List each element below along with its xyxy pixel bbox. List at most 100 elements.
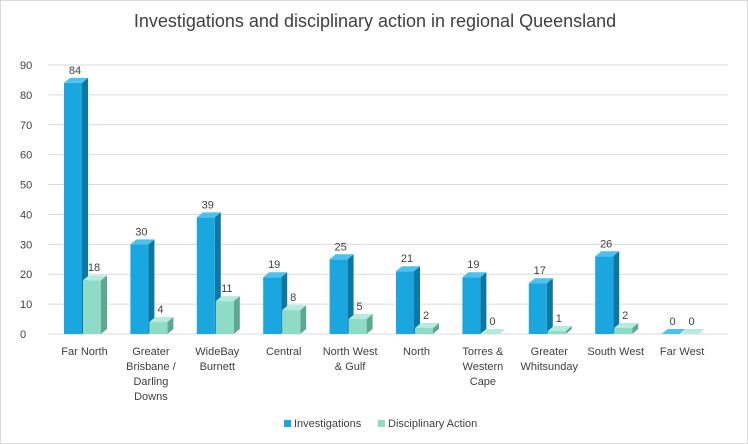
y-tick-label: 90 [20,60,32,72]
bar-top-face [329,254,354,260]
disciplinary-action-bar [415,323,439,334]
category-label-line: Burnett [200,361,235,373]
y-tick-label: 70 [20,120,32,132]
bar-side-face [101,275,107,334]
data-label: 19 [268,259,280,271]
legend-swatch-investigations [284,420,291,427]
bar-front-face [547,331,566,334]
bars [64,77,705,334]
bar-front-face [614,328,633,334]
category-label-line: Brisbane / [126,361,176,373]
y-tick-label: 20 [20,269,32,281]
bar-side-face [433,323,439,334]
bar-side-face [300,305,307,334]
bar-front-face [149,322,168,334]
investigations-bar [462,272,487,334]
category-labels: Far North Greater Brisbane / Darling Downs Wi… [61,346,704,403]
bar-front-face [196,217,215,334]
data-label: 2 [423,310,429,322]
disciplinary-action-bar [680,329,705,334]
y-tick-label: 60 [20,150,32,162]
category-label-line: South West [587,346,644,358]
bar-top-face [481,329,506,334]
disciplinary-action-bar [614,323,639,334]
data-label: 1 [556,313,562,325]
bar-top-face [614,323,639,329]
data-label: 0 [670,316,676,328]
bar-side-face [480,272,487,334]
bar-side-face [148,239,155,334]
bar-front-face [462,277,481,334]
bar-front-face [329,259,348,334]
category-label-line: Western [463,361,504,373]
bar-top-face [263,272,288,278]
chart-title: Investigations and disciplinary action i… [133,11,617,31]
category-label: Far North [61,346,107,358]
category-label: WideBay Burnett [195,346,240,373]
y-tick-label: 80 [20,90,32,102]
investigations-bar [329,254,354,334]
category-label-line: North [403,346,430,358]
data-label: 84 [69,65,81,77]
disciplinary-action-bar [547,326,572,334]
bar-side-face [347,254,354,334]
bar-front-face [64,82,82,334]
disciplinary-action-bar [282,305,307,334]
data-label: 5 [357,301,363,313]
bar-top-face [462,272,487,278]
bar-top-face [149,317,174,323]
investigations-bar [64,77,88,334]
bar-front-face [130,244,149,334]
category-label-line: Torres & [462,346,504,358]
bar-front-face [83,280,101,334]
disciplinary-action-bar [83,275,107,334]
investigations-bar [396,266,420,334]
disciplinary-action-bar [348,314,373,334]
category-label: North West & Gulf [323,346,378,373]
bar-top-face [83,275,107,281]
legend-label-investigations: Investigations [294,418,362,430]
category-label-line: Whitsunday [521,361,579,373]
disciplinary-action-bar [215,296,240,334]
bar-side-face [546,278,553,334]
category-label-line: & Gulf [335,361,367,373]
bar-top-face [396,266,420,272]
data-label: 2 [622,310,628,322]
bar-top-face [215,296,240,302]
data-label: 39 [202,199,214,211]
data-label: 4 [157,304,163,316]
bar-front-face [595,256,614,334]
bar-front-face [396,271,414,334]
data-labels: 84 18 30 4 39 11 19 8 25 5 21 2 19 0 17 1 26 2 0 0 [69,65,695,328]
gridlines [48,64,728,335]
bar-side-face [233,296,240,334]
y-tick-label: 40 [20,209,32,221]
bar-side-face [632,323,639,334]
disciplinary-action-bar [481,329,506,334]
category-label-line: Cape [470,376,496,388]
data-label: 0 [689,316,695,328]
data-label: 18 [88,262,100,274]
investigations-bar [130,239,155,334]
bar-front-face [282,310,301,334]
bar-top-face [282,305,307,311]
data-label: 25 [334,241,346,253]
bar-front-face [528,283,547,334]
category-label: Greater Whitsunday [521,346,579,373]
y-tick-label: 30 [20,239,32,251]
legend-swatch-disciplinary-action [378,420,385,427]
investigations-bar [661,329,686,334]
bar-side-face [613,251,620,334]
bar-front-face [263,277,282,334]
bar-side-face [366,314,373,334]
bar-side-face [414,266,420,334]
category-label-line: Far West [660,346,704,358]
bar-front-face [215,301,234,334]
y-tick-label: 50 [20,180,32,192]
bar-top-face [196,212,221,218]
bar-side-face [167,317,174,334]
category-label-line: WideBay [195,346,240,358]
category-label-line: Darling [133,376,168,388]
bar-top-face [661,329,686,334]
